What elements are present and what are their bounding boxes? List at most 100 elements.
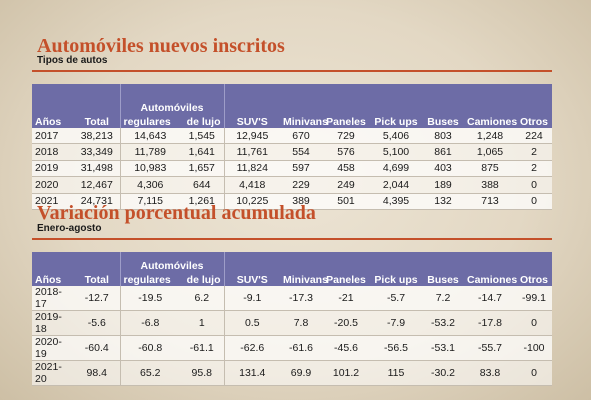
table-cell: 2018 bbox=[32, 143, 74, 161]
table-cell: -17.3 bbox=[280, 286, 322, 311]
col-header-total: Total bbox=[84, 116, 109, 128]
table-cell: 1 bbox=[180, 310, 224, 336]
table-cell: 5,406 bbox=[370, 128, 422, 145]
table-cell: 5,100 bbox=[370, 143, 422, 161]
table-cell: 249 bbox=[322, 176, 370, 194]
table-row: 2021-20 98.4 65.2 95.8 131.4 69.9 101.2 115 -30.… bbox=[32, 360, 552, 386]
table-cell: 2 bbox=[516, 143, 552, 161]
col-header-otros: Otros bbox=[519, 116, 548, 128]
col-header-minivans: Minivans bbox=[283, 116, 328, 128]
table-cell: 388 bbox=[464, 176, 516, 194]
table-cell: 0 bbox=[516, 176, 552, 194]
col-header-anos: Años bbox=[35, 116, 62, 128]
table-cell: -61.1 bbox=[180, 335, 224, 361]
col-header-total: Total bbox=[84, 274, 109, 286]
table-cell: 38,213 bbox=[74, 128, 120, 145]
table-cell: 83.8 bbox=[464, 360, 516, 386]
table-cell: 10,225 bbox=[223, 193, 280, 210]
table-cell: -55.7 bbox=[464, 335, 516, 361]
col-header-minivans: Minivans bbox=[283, 274, 328, 286]
table-cell: 189 bbox=[422, 176, 464, 194]
col-header-camiones: Camiones bbox=[467, 274, 518, 286]
table-cell: 1,641 bbox=[180, 143, 224, 161]
col-header-suvs: SUV'S bbox=[223, 84, 280, 128]
table-cell: 0 bbox=[516, 193, 552, 210]
section1-rule bbox=[32, 70, 552, 72]
table-cell: 7.8 bbox=[280, 310, 322, 336]
table-cell: 2021 bbox=[32, 193, 74, 210]
table-cell: 14,643 bbox=[119, 128, 180, 145]
table-cell: 2019 bbox=[32, 160, 74, 178]
table-header-row: Años Total Automóviles regulares de lujo… bbox=[32, 252, 552, 286]
group-header-automoviles: Automóviles bbox=[140, 260, 204, 272]
table-cell: 11,761 bbox=[223, 143, 280, 161]
table-cell: 11,824 bbox=[223, 160, 280, 178]
variation-table: Años Total Automóviles regulares de lujo… bbox=[32, 252, 552, 386]
table-cell: -60.4 bbox=[74, 335, 120, 361]
table-cell: 0 bbox=[516, 360, 552, 386]
table-cell: 458 bbox=[322, 160, 370, 178]
table-cell: 713 bbox=[464, 193, 516, 210]
table-cell: 4,418 bbox=[223, 176, 280, 194]
table-cell: 0.5 bbox=[223, 310, 280, 336]
table-cell: -62.6 bbox=[223, 335, 280, 361]
table-cell: 7.2 bbox=[422, 286, 464, 311]
table-row: 2018 33,349 11,789 1,641 11,761 554 576 5,100 86… bbox=[32, 143, 552, 161]
col-header-pickups: Pick ups bbox=[374, 116, 418, 128]
table-cell: 224 bbox=[516, 128, 552, 145]
table-cell: 501 bbox=[322, 193, 370, 210]
table-cell: 644 bbox=[180, 176, 224, 194]
table-cell: 12,467 bbox=[74, 176, 120, 194]
table-row: 2017 38,213 14,643 1,545 12,945 670 729 5,406 80… bbox=[32, 128, 552, 145]
table-cell: 597 bbox=[280, 160, 322, 178]
table-body: 2018-17 -12.7 -19.5 6.2 -9.1 -17.3 -21 -5.7 7.2-… bbox=[32, 286, 552, 386]
table-cell: 131.4 bbox=[223, 360, 280, 386]
table-cell: -9.1 bbox=[223, 286, 280, 311]
table-cell: 10,983 bbox=[119, 160, 180, 178]
col-header-buses: Buses bbox=[427, 274, 459, 286]
table-row: 2019-18 -5.6 -6.8 1 0.5 7.8 -20.5 -7.9 -53.2 -17.… bbox=[32, 310, 552, 336]
col-header-regulares: regulares bbox=[123, 274, 171, 286]
table-cell: -60.8 bbox=[119, 335, 180, 361]
section2-title: Variación porcentual acumulada bbox=[37, 202, 316, 224]
table-row: 2021 24,731 7,115 1,261 10,225 389 501 4,395 132… bbox=[32, 193, 552, 210]
table-cell: 2019-18 bbox=[32, 310, 74, 336]
table-cell: 132 bbox=[422, 193, 464, 210]
table-cell: 2018-17 bbox=[32, 286, 74, 311]
table-cell: 31,498 bbox=[74, 160, 120, 178]
table-cell: -21 bbox=[322, 286, 370, 311]
col-header-automoviles: Automóviles regulares de lujo bbox=[119, 252, 224, 286]
table-cell: 11,789 bbox=[119, 143, 180, 161]
table-cell: 229 bbox=[280, 176, 322, 194]
col-header-anos: Años bbox=[35, 274, 62, 286]
table-cell: 554 bbox=[280, 143, 322, 161]
col-header-pickups: Pick ups bbox=[374, 274, 418, 286]
table-cell: 1,545 bbox=[180, 128, 224, 145]
table-cell: -7.9 bbox=[370, 310, 422, 336]
table-header-row: Años Total Automóviles regulares de lujo… bbox=[32, 84, 552, 128]
table-cell: 4,395 bbox=[370, 193, 422, 210]
table-cell: 2020 bbox=[32, 176, 74, 194]
table-cell: -53.1 bbox=[422, 335, 464, 361]
table-cell: 98.4 bbox=[74, 360, 120, 386]
col-header-camiones: Camiones bbox=[467, 116, 518, 128]
table-cell: 6.2 bbox=[180, 286, 224, 311]
table-cell: 1,657 bbox=[180, 160, 224, 178]
section2-subtitle: Enero-agosto bbox=[37, 223, 102, 234]
table-cell: 69.9 bbox=[280, 360, 322, 386]
table-cell: 2021-20 bbox=[32, 360, 74, 386]
table-cell: -30.2 bbox=[422, 360, 464, 386]
table-cell: 389 bbox=[280, 193, 322, 210]
table-cell: 65.2 bbox=[119, 360, 180, 386]
table-cell: -53.2 bbox=[422, 310, 464, 336]
table-cell: 101.2 bbox=[322, 360, 370, 386]
section1-title: Automóviles nuevos inscritos bbox=[37, 35, 285, 57]
table-cell: 803 bbox=[422, 128, 464, 145]
table-cell: -45.6 bbox=[322, 335, 370, 361]
col-header-regulares: regulares bbox=[123, 116, 171, 128]
table-cell: 24,731 bbox=[74, 193, 120, 210]
table-cell: 115 bbox=[370, 360, 422, 386]
table-cell: 1,248 bbox=[464, 128, 516, 145]
table-cell: 2017 bbox=[32, 128, 74, 145]
table-row: 2020 12,467 4,306 644 4,418 229 249 2,044 189 388… bbox=[32, 176, 552, 194]
